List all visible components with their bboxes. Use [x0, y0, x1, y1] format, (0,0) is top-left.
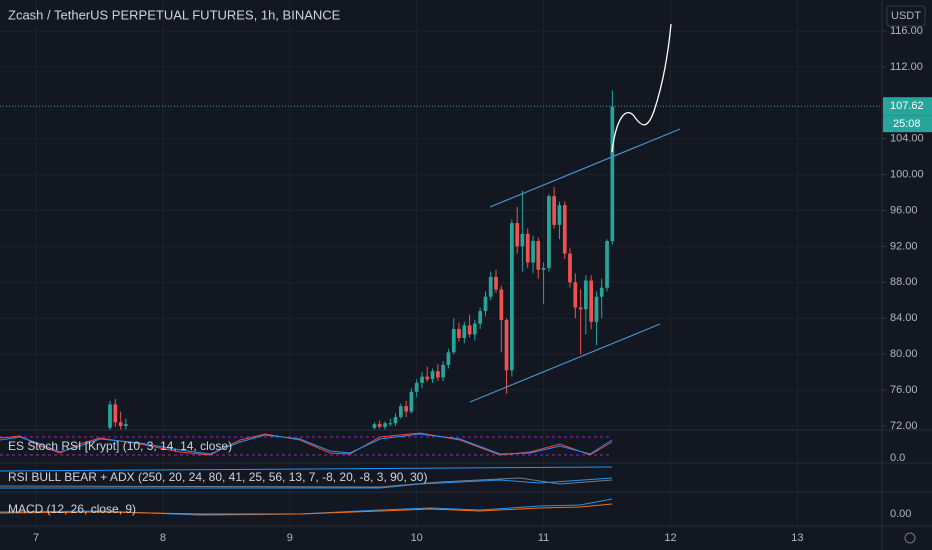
x-tick-label: 7	[33, 532, 39, 544]
candle-body	[536, 241, 541, 270]
y-tick-label: 112.00	[890, 61, 923, 73]
trend-line	[489, 128, 681, 208]
x-tick-label: 9	[287, 532, 293, 544]
candle-body	[377, 424, 382, 427]
candle-body	[531, 241, 535, 263]
candle-body	[441, 364, 445, 378]
candle-body	[113, 404, 118, 423]
currency-label: USDT	[891, 10, 921, 22]
chart-title: Zcash / TetherUS PERPETUAL FUTURES, 1h, …	[8, 7, 341, 22]
x-tick-label: 13	[791, 532, 803, 544]
countdown-box	[883, 115, 932, 133]
y-tick-label: 92.00	[890, 240, 918, 252]
currency-box	[886, 5, 926, 27]
candle-body	[372, 424, 377, 428]
y-tick-label: 100.00	[890, 169, 924, 181]
y-tick-label: 76.00	[890, 384, 918, 396]
x-tick-label: 11	[538, 532, 549, 544]
indicator-line	[0, 466, 613, 472]
candle-body	[430, 371, 435, 380]
candle-body	[451, 329, 456, 353]
freehand-drawing	[611, 23, 672, 153]
indicator-line	[0, 477, 613, 489]
trend-line	[469, 323, 661, 403]
settings-icon[interactable]	[904, 532, 916, 544]
candle-body	[515, 223, 520, 247]
candle-body	[557, 205, 562, 225]
x-tick-label: 8	[160, 532, 166, 544]
y-tick-label: 80.00	[890, 348, 918, 360]
candle-body	[541, 267, 546, 270]
indicator-line	[0, 433, 613, 455]
candle-body	[436, 371, 440, 378]
indicator-line	[0, 503, 613, 515]
indicator-label: ES Stoch RSI [Krypt] (10, 3, 14, 14, clo…	[8, 439, 232, 453]
candle-body	[589, 280, 594, 322]
candle-body	[425, 376, 430, 380]
candle-body	[388, 423, 393, 425]
candle-body	[578, 307, 583, 310]
candle-body	[594, 296, 599, 322]
candle-body	[383, 423, 387, 427]
last-price-box	[883, 97, 932, 116]
x-tick-label: 12	[664, 532, 676, 544]
y-tick-label: 84.00	[890, 312, 918, 324]
indicator-label: RSI BULL BEAR + ADX (250, 20, 24, 80, 41…	[8, 470, 427, 484]
candle-body	[472, 323, 477, 335]
candle-body	[414, 382, 419, 392]
candles	[108, 90, 615, 430]
candle-body	[404, 406, 409, 412]
indicator-label: MACD (12, 26, close, 9)	[8, 502, 136, 516]
candle-body	[547, 196, 551, 268]
candle-body	[478, 311, 482, 324]
candle-body	[504, 320, 509, 371]
x-tick-label: 10	[411, 532, 423, 544]
candle-body	[510, 223, 514, 371]
candle-body	[568, 253, 572, 283]
candle-body	[599, 287, 604, 297]
candle-body	[525, 233, 530, 263]
candle-body	[462, 325, 467, 338]
candle-body	[467, 325, 472, 335]
y-tick-label: 104.00	[890, 133, 924, 145]
candle-body	[499, 289, 504, 321]
axis-label: 0.0	[890, 452, 905, 464]
candle-body	[118, 422, 123, 426]
candle-body	[446, 352, 451, 365]
last-price-label: 107.62	[890, 100, 924, 112]
candle-body	[124, 424, 128, 426]
candle-body	[488, 276, 493, 297]
candle-body	[393, 416, 398, 424]
y-tick-label: 96.00	[890, 204, 918, 216]
countdown-label: 25:08	[893, 118, 921, 130]
candle-body	[583, 280, 588, 310]
candle-body	[562, 205, 567, 254]
candle-body	[520, 233, 525, 247]
candle-body	[409, 391, 414, 412]
candle-body	[552, 196, 556, 225]
y-tick-label: 72.00	[890, 420, 918, 432]
y-tick-label: 88.00	[890, 276, 918, 288]
candle-body	[398, 406, 403, 417]
candle-body	[457, 329, 461, 338]
candle-body	[483, 296, 488, 312]
candle-body	[420, 376, 424, 383]
candle-body	[610, 106, 615, 242]
axis-label: 0.00	[890, 508, 911, 520]
candle-body	[494, 276, 498, 290]
candle-body	[108, 404, 112, 428]
y-tick-label: 116.00	[890, 25, 923, 37]
candle-body	[605, 241, 609, 288]
candle-body	[573, 282, 578, 308]
indicator-line	[0, 477, 613, 488]
